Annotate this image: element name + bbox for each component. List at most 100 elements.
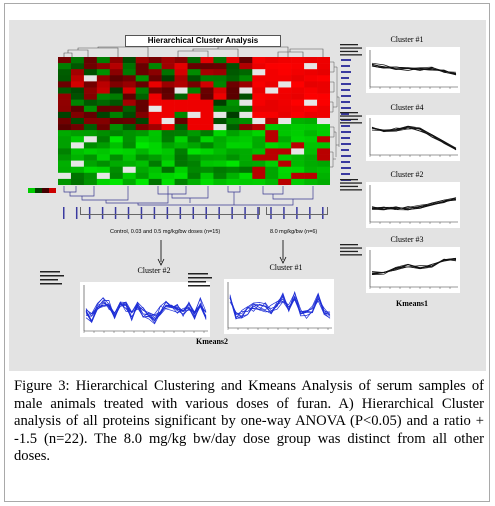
heatmap-cell [239,75,253,82]
heatmap-cell [239,148,253,155]
heatmap-cell [252,172,266,180]
heatmap-cell [109,111,124,119]
heatmap-cell [135,130,149,137]
heatmap-cell [70,105,85,113]
heatmap-cell [70,87,85,94]
heatmap-cell [226,75,240,82]
heatmap-cell [291,81,305,88]
heatmap-cell [161,87,175,94]
column-label [127,207,130,219]
heatmap-cell [200,99,214,107]
heatmap-cell [187,130,201,137]
heatmap-cell [109,69,124,76]
heatmap-cell [317,99,330,107]
heatmap-cell [109,166,124,174]
heatmap-cell [291,154,305,161]
heatmap-cell [239,154,253,161]
heatmap-cell [239,130,253,137]
heatmap-cell [58,93,72,100]
heatmap-cell [83,75,98,82]
heatmap-cell [265,148,279,155]
heatmap-cell [148,172,162,180]
column-labels [63,207,324,219]
heatmap-cell [226,99,240,107]
heatmap-cell [291,172,305,180]
heatmap-cell [187,154,201,161]
heatmap-cell [304,69,318,76]
heatmap-cell [122,160,137,168]
heatmap-cell [148,99,162,107]
kmeans2-left-legend [40,271,64,285]
kmeans-line [371,198,457,211]
heatmap-cell [70,81,85,88]
heatmap-cell [317,69,330,76]
kmeans2-right-legend [188,273,212,287]
heatmap-cell [252,57,266,64]
heatmap-cell [122,75,137,82]
heatmap-cell [161,81,175,88]
heatmap-cell [174,69,188,76]
kmeans2-right-plot [224,279,334,334]
heatmap-cell [83,166,98,174]
heatmap-cell [278,93,292,100]
heatmap-cell [161,166,175,174]
heatmap-cell [161,117,175,125]
heatmap-cell [58,148,72,155]
heatmap-cell [265,124,279,131]
heatmap-cell [161,124,175,131]
heatmap-cell [265,69,279,76]
heatmap-cell [226,160,240,168]
heatmap-cell [135,117,149,125]
heatmap-cell [200,154,214,161]
heatmap-cell [200,63,214,70]
heatmap-cell [161,136,175,143]
heatmap-cell [70,148,85,155]
kmeans2-left-plot [80,282,210,337]
heatmap-cell [135,172,149,180]
heatmap-cell [135,105,149,113]
heatmap-cell [252,117,266,125]
heatmap-cell [174,178,188,185]
heatmap-cell [291,99,305,107]
heatmap-cell [135,154,149,161]
column-label [231,207,233,219]
heatmap-cell [187,172,201,180]
heatmap-cell [148,148,162,155]
heatmap-cell [174,105,188,113]
heatmap-cell [213,160,227,168]
heatmap-cell [304,160,318,168]
heatmap-cell [96,136,111,143]
heatmap-cell [161,178,175,185]
left-down-arrow [157,240,165,266]
heatmap-cell [200,166,214,174]
heatmap-cell [58,166,72,174]
heatmap-cell [252,178,266,185]
heatmap-cell [161,160,175,168]
heatmap-cell [83,105,98,113]
heatmap-cell [70,99,85,107]
heatmap-cell [148,117,162,125]
color-scale-legend [28,188,56,193]
kmeans-line [371,197,457,210]
heatmap-cell [278,142,292,149]
heatmap-cell [304,117,318,125]
kmeans-line [85,297,207,323]
left-cluster-label: Cluster #2 [137,266,171,275]
heatmap-cell [109,81,124,88]
heatmap-cell [265,117,279,125]
heatmap-cell [213,81,227,88]
heatmap-cell [265,166,279,174]
heatmap-cell [304,172,318,180]
heatmap-cell [226,148,240,155]
heatmap-cell [239,166,253,174]
heatmap-cell [109,87,124,94]
heatmap-cell [148,130,162,137]
heatmap-cell [226,87,240,94]
heatmap-cell [135,93,149,100]
heatmap-cell [265,130,279,137]
heatmap-cell [161,57,175,64]
heatmap-cell [278,81,292,88]
heatmap-cell [304,154,318,161]
heatmap-cell [200,93,214,100]
heatmap-cell [200,87,214,94]
